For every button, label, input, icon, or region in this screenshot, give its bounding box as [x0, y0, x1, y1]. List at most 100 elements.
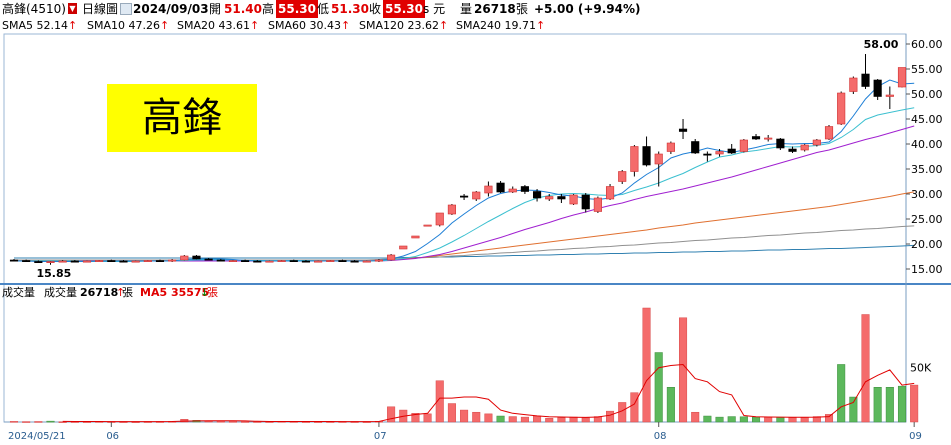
- candle-body: [374, 259, 384, 262]
- date-tick-label: 06: [106, 431, 119, 442]
- candle-body: [593, 197, 602, 212]
- candle: [764, 135, 773, 142]
- candle-body: [849, 77, 858, 92]
- candle: [861, 54, 870, 89]
- calendar-icon[interactable]: [120, 3, 132, 15]
- candle: [508, 186, 517, 193]
- candle: [593, 196, 602, 213]
- volume-bar: [22, 421, 31, 423]
- candle-body: [618, 171, 627, 182]
- candle: [155, 259, 165, 263]
- date-tick-label: 2024/05/21: [8, 431, 66, 442]
- candle-body: [520, 186, 529, 192]
- candle-body: [630, 146, 639, 172]
- candle-body: [654, 153, 663, 165]
- indicator-sma240[interactable]: SMA240 19.71↑: [456, 18, 545, 34]
- candle-body: [581, 194, 590, 210]
- candle-body: [289, 260, 298, 263]
- candle: [776, 138, 785, 150]
- candle: [82, 260, 92, 263]
- candle: [107, 259, 116, 263]
- volume-label: 量: [460, 2, 473, 16]
- candle-body: [800, 144, 809, 151]
- candle-body: [204, 258, 213, 261]
- date-value: 2024/09/03: [133, 2, 209, 16]
- candle-body: [508, 188, 517, 193]
- volume-bar: [484, 413, 493, 423]
- candle-body: [82, 260, 92, 263]
- open-value: 51.40: [224, 2, 262, 16]
- volume-bar: [873, 387, 882, 423]
- candle: [168, 259, 177, 262]
- indicator-sma60[interactable]: SMA60 30.43↑: [268, 18, 350, 34]
- candle-body: [277, 260, 286, 263]
- indicator-label: SMA60 30.43: [268, 19, 341, 32]
- volume-bar: [715, 416, 724, 423]
- volume-bar: [812, 416, 821, 423]
- volume-bar: [727, 416, 736, 423]
- candle: [581, 193, 590, 213]
- up-arrow-icon: ↑: [67, 19, 78, 32]
- up-arrow-icon: ↑: [340, 19, 351, 32]
- date-tick-label: 09: [909, 431, 922, 442]
- indicator-sma20[interactable]: SMA20 43.61↑: [177, 18, 259, 34]
- price-tick-label: 50.00: [911, 88, 943, 101]
- volume-bar: [58, 421, 67, 423]
- volume-bar: [910, 384, 919, 423]
- volume-bar: [800, 417, 809, 423]
- candle-body: [484, 185, 493, 194]
- indicator-label: SMA10 47.26: [87, 19, 160, 32]
- volume-unit: 張: [122, 286, 133, 299]
- candle: [812, 139, 821, 147]
- candle-body: [362, 260, 371, 263]
- candle-body: [338, 260, 347, 263]
- candle-body: [216, 259, 225, 262]
- period-label[interactable]: 日線圖: [82, 2, 119, 16]
- volume-tick-label: 50K: [910, 362, 932, 375]
- volume-bar: [241, 421, 250, 423]
- volume-pane: [3, 283, 907, 423]
- price-tick-label: 15.00: [911, 263, 943, 276]
- candle-body: [532, 191, 542, 199]
- volume-bar: [885, 387, 894, 423]
- volume-bar: [606, 410, 615, 423]
- candle: [472, 191, 481, 201]
- candle: [387, 254, 396, 261]
- candle: [642, 136, 651, 167]
- candle: [545, 194, 554, 201]
- volume-bar: [764, 416, 773, 423]
- candle-body: [788, 148, 797, 152]
- candle-body: [812, 139, 821, 146]
- candle: [666, 141, 675, 154]
- candle-body: [192, 255, 201, 260]
- price-tick-label: 40.00: [911, 138, 943, 151]
- price-tick-label: 60.00: [911, 38, 943, 51]
- indicator-sma120[interactable]: SMA120 23.62↑: [359, 18, 448, 34]
- candle: [532, 189, 542, 202]
- indicator-sma10[interactable]: SMA10 47.26↑: [87, 18, 169, 34]
- indicator-sma5[interactable]: SMA5 52.14↑: [2, 18, 77, 34]
- sma120-line: [14, 225, 915, 261]
- candle-body: [155, 260, 165, 263]
- volume-bar: [508, 416, 517, 423]
- candle-body: [265, 260, 274, 263]
- volume-bar: [679, 317, 688, 423]
- date-tick-label: 08: [654, 431, 667, 442]
- candle: [715, 149, 724, 157]
- volume-bar: [861, 314, 870, 423]
- candle-body: [666, 142, 675, 152]
- price-tick-label: 25.00: [911, 213, 943, 226]
- candle-body: [107, 260, 116, 263]
- candle-body: [253, 260, 262, 263]
- down-arrow-icon[interactable]: ▼: [68, 3, 77, 14]
- price-tick-label: 35.00: [911, 163, 943, 176]
- candle: [22, 259, 31, 263]
- candle-body: [496, 182, 505, 193]
- volume-bar: [849, 396, 858, 423]
- candle: [46, 261, 55, 265]
- price-tick-label: 45.00: [911, 113, 943, 126]
- candle: [496, 181, 505, 193]
- volume-bar: [837, 364, 846, 423]
- candle-body: [447, 204, 456, 215]
